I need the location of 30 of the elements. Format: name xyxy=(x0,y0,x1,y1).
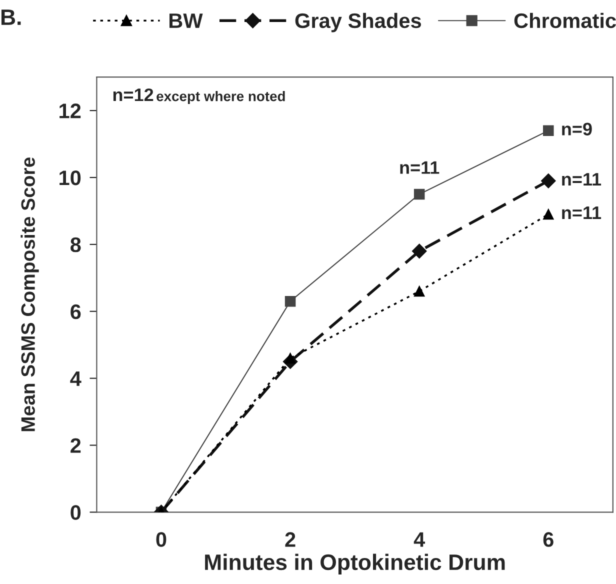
legend-label: Gray Shades xyxy=(295,12,421,32)
x-tick-label: 2 xyxy=(285,532,296,547)
annotation: n=12 xyxy=(113,88,154,102)
point xyxy=(414,188,425,200)
y-tick-label: 2 xyxy=(70,438,81,453)
y-axis-title: Mean SSMS Composite Score xyxy=(20,158,39,432)
annotation: n=11 xyxy=(562,173,602,186)
annotation: n=11 xyxy=(562,206,602,219)
point xyxy=(284,296,296,307)
y-tick-label: 6 xyxy=(70,304,81,320)
legend-label: BW xyxy=(169,14,203,28)
annotation: n=11 xyxy=(400,161,440,174)
x-tick-label: 4 xyxy=(414,532,426,547)
y-tick-label: 4 xyxy=(70,372,82,386)
annotation: except where noted xyxy=(156,91,285,104)
point xyxy=(412,244,427,259)
point xyxy=(414,286,425,297)
point xyxy=(543,208,554,220)
y-tick-label: 12 xyxy=(60,104,81,118)
point xyxy=(541,173,556,188)
point xyxy=(543,125,554,136)
y-tick-label: 10 xyxy=(60,170,81,186)
x-tick-label: 6 xyxy=(543,532,554,547)
x-tick-label: 0 xyxy=(156,532,166,547)
text: B. xyxy=(1,10,21,25)
y-tick-label: 8 xyxy=(70,237,81,252)
y-tick-label: 0 xyxy=(70,505,81,520)
x-axis-title: Minutes in Optokinetic Drum xyxy=(205,554,505,575)
legend-label: Chromatic xyxy=(514,12,616,28)
annotation: n=9 xyxy=(562,122,592,136)
